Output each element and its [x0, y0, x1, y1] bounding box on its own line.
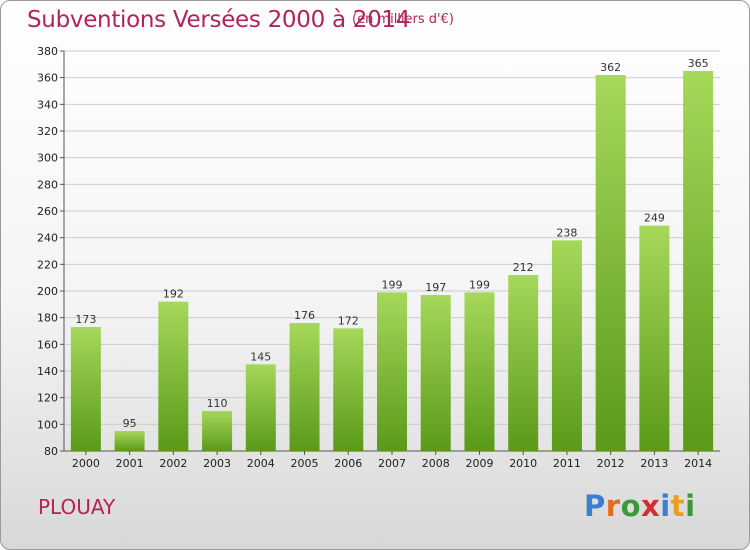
bar — [595, 75, 626, 451]
bar — [639, 225, 670, 451]
y-tick-label: 80 — [44, 445, 58, 458]
data-label: 362 — [600, 61, 621, 74]
data-label: 365 — [688, 57, 709, 70]
data-label: 95 — [123, 417, 137, 430]
data-label: 145 — [250, 350, 271, 363]
x-tick-label: 2006 — [334, 457, 362, 470]
y-tick-label: 180 — [37, 312, 58, 325]
bar — [114, 431, 145, 451]
data-label: 173 — [75, 313, 96, 326]
bar — [551, 240, 582, 451]
logo-letter: r — [605, 489, 621, 523]
axes: 80 100 120 140 160 180 200 220 240 260 280 300 320 34… — [37, 45, 720, 470]
chart-unit: (en milliers d'€) — [352, 12, 454, 27]
data-label: 199 — [382, 278, 403, 291]
x-tick-label: 2000 — [72, 457, 100, 470]
x-tick-label: 2013 — [640, 457, 668, 470]
bar — [70, 327, 101, 451]
logo-letter: P — [584, 489, 606, 523]
y-tick-label: 140 — [37, 365, 58, 378]
data-label: 192 — [163, 288, 184, 301]
x-tick-label: 2004 — [247, 457, 275, 470]
y-tick-label: 120 — [37, 392, 58, 405]
y-tick-label: 220 — [37, 258, 58, 271]
y-tick-label: 240 — [37, 232, 58, 245]
data-label: 199 — [469, 278, 490, 291]
logo-letter: i — [660, 489, 671, 523]
x-tick-label: 2002 — [159, 457, 187, 470]
commune-name: PLOUAY — [38, 495, 116, 519]
y-tick-label: 340 — [37, 98, 58, 111]
bar — [245, 364, 276, 451]
y-tick-label: 100 — [37, 418, 58, 431]
x-tick-label: 2014 — [684, 457, 712, 470]
x-tick-label: 2003 — [203, 457, 231, 470]
bar — [333, 328, 364, 451]
bar — [420, 295, 451, 451]
bar — [202, 411, 233, 451]
bar — [464, 292, 495, 451]
bar — [289, 323, 320, 451]
x-tick-label: 2005 — [291, 457, 319, 470]
proxiti-logo: Proxiti — [584, 489, 696, 523]
y-tick-label: 200 — [37, 285, 58, 298]
bar — [508, 275, 539, 451]
y-tick-label: 300 — [37, 152, 58, 165]
y-tick-label: 260 — [37, 205, 58, 218]
bar — [377, 292, 407, 451]
data-label: 212 — [513, 261, 534, 274]
bar — [683, 71, 714, 451]
y-tick-label: 280 — [37, 178, 58, 191]
data-label: 238 — [556, 226, 577, 239]
y-tick-label: 320 — [37, 125, 58, 138]
y-tick-label: 160 — [37, 338, 58, 351]
x-tick-label: 2011 — [553, 457, 581, 470]
data-label: 110 — [207, 397, 228, 410]
chart-title: Subventions Versées 2000 à 2014 — [27, 7, 411, 33]
x-tick-label: 2009 — [465, 457, 493, 470]
logo-letter: i — [685, 489, 696, 523]
x-tick-label: 2012 — [597, 457, 625, 470]
data-label: 176 — [294, 309, 315, 322]
bars — [70, 71, 714, 451]
x-tick-label: 2008 — [422, 457, 450, 470]
logo-letter: x — [641, 489, 661, 523]
labels: 173 95 192 110 145 176 172 199 197 199 212 238 362 24… — [75, 57, 708, 430]
y-tick-label: 360 — [37, 72, 58, 85]
data-label: 172 — [338, 314, 359, 327]
data-label: 249 — [644, 212, 665, 225]
x-tick-label: 2001 — [116, 457, 144, 470]
data-label: 197 — [425, 281, 446, 294]
bar — [158, 301, 189, 451]
x-tick-label: 2010 — [509, 457, 537, 470]
x-tick-label: 2007 — [378, 457, 406, 470]
y-tick-label: 380 — [37, 45, 58, 58]
logo-letter: o — [620, 489, 642, 523]
logo-letter: t — [670, 489, 686, 523]
